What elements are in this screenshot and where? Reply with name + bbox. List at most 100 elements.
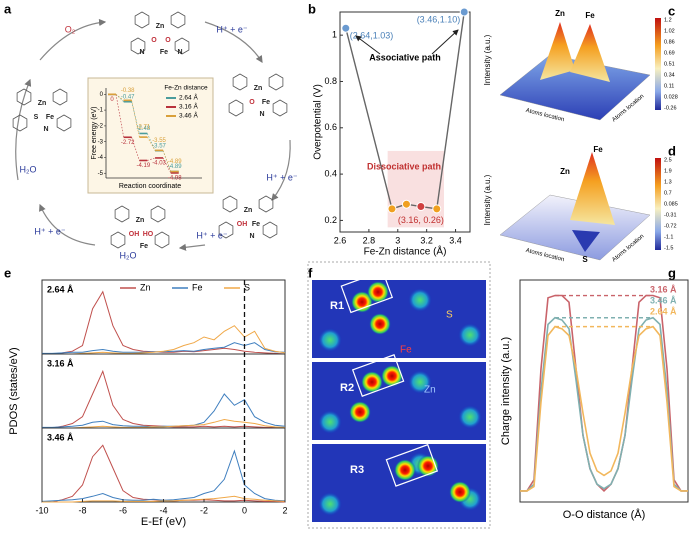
atom-label: Zn: [38, 100, 47, 107]
subplot-title: 3.46 Å: [47, 432, 74, 442]
region-label: R1: [330, 300, 344, 312]
pdos-line: [42, 393, 286, 428]
legend-label: 3.16 Å: [179, 102, 198, 111]
panel-label: b: [308, 1, 316, 16]
atom-label: HO: [143, 231, 154, 238]
legend-label: Zn: [140, 282, 151, 292]
atom-label: O: [165, 37, 171, 44]
energy-inset: [87, 77, 214, 194]
connector: [131, 100, 140, 138]
value-label: -0.47: [121, 94, 135, 100]
colorbar-label: 0.028: [664, 94, 678, 100]
colorbar-label: -0.26: [664, 105, 677, 111]
x-tick-label: 2.6: [334, 235, 347, 245]
value-label: -3.57: [152, 143, 166, 149]
charge-line: [520, 316, 688, 492]
atom-label: Zn: [136, 217, 145, 224]
ring: [258, 195, 274, 213]
faint-spot: [318, 328, 342, 352]
ring: [218, 221, 234, 239]
y-tick-label: 0.8: [324, 76, 337, 86]
reagent: H⁺ + e⁻: [34, 226, 66, 236]
atom-label: OH: [129, 231, 140, 238]
panel-label: e: [4, 265, 11, 280]
charge-line: [520, 325, 688, 492]
atom-spot: [369, 313, 391, 335]
point: [387, 204, 397, 214]
selection-box: [351, 354, 405, 397]
faint-spot: [408, 370, 432, 394]
colorbar-label: 0.86: [664, 39, 675, 45]
reagent: H⁺ + e⁻: [196, 230, 228, 240]
plot-frame: [41, 427, 286, 503]
colorbar: [655, 18, 661, 110]
legend-label: S: [244, 282, 250, 292]
point: [401, 199, 411, 209]
colorbar-label: 0.69: [664, 50, 675, 56]
legend-label: 2.64 Å: [650, 306, 677, 316]
x-tick-label: 3.4: [449, 235, 462, 245]
colorbar-label: 0.085: [664, 201, 678, 207]
ring: [222, 195, 238, 213]
plot-frame: [339, 11, 471, 233]
atom-label: O: [249, 99, 255, 106]
x-tick-label: 2.8: [363, 235, 376, 245]
point: [341, 23, 351, 33]
valley: [572, 230, 600, 252]
panel-label: a: [4, 1, 12, 16]
subplot-title: 2.64 Å: [47, 284, 74, 294]
y-tick-label: 0: [100, 92, 104, 98]
y-tick-label: 0.4: [324, 168, 337, 178]
colorbar-label: -1.1: [664, 234, 673, 240]
atom-label: Fe: [140, 243, 148, 250]
peak-label: Fe: [585, 11, 595, 20]
ring: [154, 231, 170, 249]
point: [459, 7, 469, 17]
atom-spot: [394, 459, 416, 481]
colorbar-label: 0.34: [664, 72, 675, 78]
y-tick-label: -2: [98, 123, 104, 129]
x-axis-label: Reaction coordinate: [119, 183, 181, 190]
y-tick-label: -3: [98, 139, 104, 145]
atom-label: N: [43, 126, 48, 133]
colorbar: [655, 158, 661, 250]
atom-label: Fe: [262, 99, 270, 106]
legend-label: 2.64 Å: [179, 93, 198, 102]
panel-label: f: [308, 265, 313, 280]
x-tick-label: -6: [119, 505, 127, 515]
legend-label: Fe: [192, 282, 203, 292]
x-axis-label: E-Ef (eV): [141, 516, 186, 528]
value-label: -2.71: [137, 125, 151, 131]
region-label: R3: [350, 464, 364, 476]
point: [416, 202, 426, 212]
faint-spot: [318, 492, 342, 516]
ring: [170, 11, 186, 29]
atom-label: Fe: [252, 221, 260, 228]
ring: [174, 37, 190, 55]
colorbar-label: 1.3: [664, 179, 672, 185]
x-tick-label: 2: [282, 505, 287, 515]
ring: [232, 73, 248, 91]
value-label: (2.64,1.03): [350, 31, 394, 41]
reagent: O₂: [65, 24, 76, 34]
plot-frame: [519, 279, 689, 503]
axis-label: Atoms location: [525, 108, 565, 123]
subplot-title: 3.16 Å: [47, 358, 74, 368]
peak-label: S: [582, 255, 588, 264]
x-tick-label: -8: [78, 505, 86, 515]
atom-label: N: [139, 49, 144, 56]
atom-label: Zn: [424, 385, 436, 396]
ring: [12, 114, 28, 132]
panel-label: g: [668, 265, 676, 280]
atom-spot: [361, 371, 383, 393]
atom-label: S: [446, 310, 453, 321]
peak: [540, 22, 575, 80]
y-axis-label: PDOS (states/eV): [8, 347, 20, 434]
pdos-line: [41, 449, 286, 502]
value-label: -4.89: [168, 159, 182, 165]
point: [432, 204, 442, 214]
reagent: H₂O: [120, 250, 137, 260]
ring: [130, 37, 146, 55]
y-axis-label: Overpotential (V): [313, 84, 324, 160]
selection-box: [340, 270, 394, 314]
